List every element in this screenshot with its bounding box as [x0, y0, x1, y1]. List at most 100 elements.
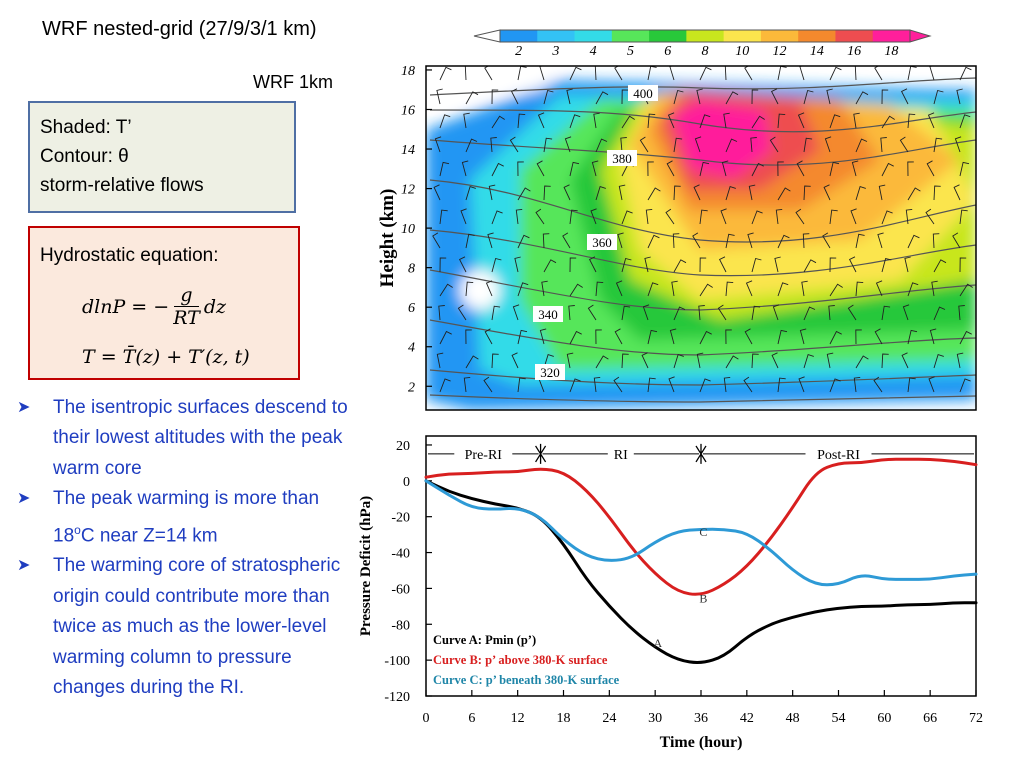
wind-barb	[562, 232, 571, 249]
series-marker-c: C	[699, 525, 707, 539]
wind-barb	[907, 282, 919, 297]
wind-barb	[933, 185, 941, 201]
y-tick-label: -60	[391, 582, 410, 597]
wind-barb	[487, 232, 494, 249]
wind-barb	[517, 187, 531, 201]
wind-barb	[647, 161, 654, 177]
wind-barb	[668, 376, 675, 393]
colorbar-tick-label: 5	[627, 44, 634, 59]
wind-barb	[875, 280, 883, 297]
wind-barb	[933, 89, 944, 105]
colorbar-tick-label: 18	[884, 44, 898, 59]
wind-barb	[826, 88, 833, 105]
x-tick-label: 24	[602, 711, 616, 726]
wind-barb	[673, 89, 684, 105]
height-axis: 2 4 6 8 10 12 14 16 18	[401, 64, 432, 395]
colorbar-segment	[723, 30, 762, 42]
wind-barb	[829, 257, 837, 273]
wind-barb	[564, 136, 572, 153]
wind-barb	[803, 137, 813, 153]
contour-label-380: 380	[612, 151, 632, 166]
wind-barb	[439, 66, 452, 81]
wind-barb	[517, 329, 528, 345]
wind-barb	[777, 161, 784, 177]
wind-barb	[642, 304, 650, 321]
slide-title: WRF nested-grid (27/9/3/1 km)	[42, 18, 317, 40]
height-tick-label: 16	[401, 103, 415, 118]
wind-barb	[777, 282, 789, 297]
phase-boundary-marker	[695, 443, 707, 464]
wind-barb	[901, 352, 909, 369]
wind-barb	[543, 137, 553, 153]
phase-label: Post-RI	[817, 448, 860, 463]
wind-barb	[953, 184, 961, 201]
wind-barb	[803, 306, 816, 321]
wind-barb	[491, 257, 502, 273]
wind-barb	[511, 352, 519, 369]
wind-barb	[439, 209, 448, 225]
wind-barb	[491, 162, 504, 177]
wind-barb	[853, 112, 860, 129]
wind-barb	[777, 234, 790, 249]
wind-barb	[799, 328, 807, 345]
wind-barb	[958, 305, 965, 321]
wind-barb	[956, 352, 964, 369]
wind-barb	[798, 376, 805, 393]
wind-barb	[484, 66, 493, 81]
wind-barb	[803, 354, 814, 369]
wind-barb	[907, 234, 920, 249]
wind-barb	[587, 304, 597, 321]
wind-barb	[433, 184, 441, 201]
y-tick-label: 20	[396, 439, 410, 454]
wind-barb	[639, 136, 649, 153]
arrow-bullet-icon: ➤	[17, 399, 31, 416]
x-tick-label: 18	[557, 711, 571, 726]
wind-barb	[745, 280, 753, 297]
x-tick-label: 42	[740, 711, 754, 726]
wind-barb	[591, 160, 599, 177]
wind-barb	[926, 160, 935, 177]
wind-barb	[959, 66, 972, 81]
wind-barb	[465, 91, 479, 105]
contour-label-360: 360	[592, 235, 612, 250]
x-tick-label: 0	[423, 711, 430, 726]
wind-barb	[873, 376, 883, 393]
series-line-b	[424, 457, 978, 596]
wind-barb	[698, 305, 705, 321]
wind-barb	[667, 112, 675, 129]
bullet-item: ➤ The warming core of stratospheric orig…	[14, 551, 360, 703]
x-tick-label: 12	[511, 711, 525, 726]
height-tick-label: 10	[401, 222, 415, 237]
wind-barb	[723, 112, 730, 129]
wind-barb	[751, 115, 765, 129]
wind-barb	[647, 329, 658, 345]
wind-barb	[618, 184, 626, 201]
wind-barb	[491, 89, 499, 105]
wind-barb	[905, 208, 913, 225]
wind-barb	[743, 376, 753, 393]
theta-contours	[429, 77, 976, 403]
height-tick-label: 4	[408, 341, 415, 356]
wind-barb	[874, 328, 883, 345]
wind-barb	[465, 281, 474, 297]
wind-barb	[621, 257, 632, 273]
wind-barb	[959, 283, 973, 297]
y-tick-label: 0	[403, 475, 410, 490]
bullet-item: ➤ The isentropic surfaces descend to the…	[14, 393, 360, 484]
wind-barb	[666, 160, 675, 177]
wind-barb	[855, 138, 868, 153]
bullet-list: ➤ The isentropic surfaces descend to the…	[14, 393, 360, 703]
hydrostatic-equation: dlnP = − g RT dz	[82, 284, 226, 329]
wind-barb	[828, 305, 835, 321]
wind-barb	[769, 136, 779, 153]
wind-barb	[541, 280, 548, 297]
wind-barb	[880, 137, 887, 153]
wind-barb	[877, 232, 884, 249]
wind-barb	[510, 88, 519, 105]
wind-barb	[933, 306, 946, 321]
wind-barb	[881, 305, 891, 321]
wind-barb	[797, 112, 805, 129]
wind-barb	[959, 330, 972, 345]
wind-barb	[720, 208, 727, 225]
x-tick-label: 72	[969, 711, 983, 726]
